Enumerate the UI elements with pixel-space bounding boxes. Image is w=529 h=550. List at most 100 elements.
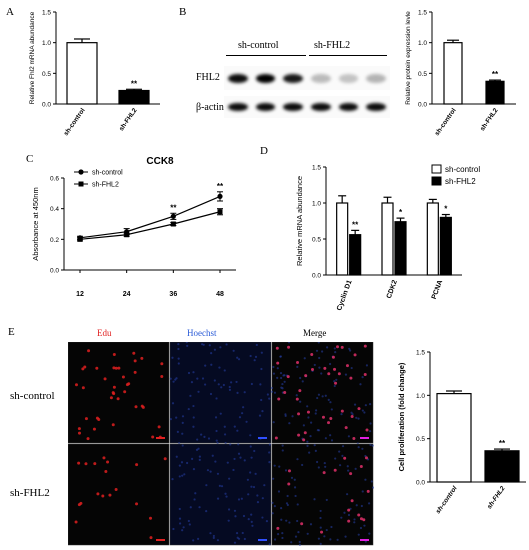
nucleus-dot (178, 475, 181, 478)
nucleus-dot (197, 390, 200, 393)
nucleus-dot (171, 356, 174, 359)
nucleus-dot (372, 486, 374, 489)
edu-dot (77, 427, 81, 431)
edu-dot (364, 456, 368, 460)
nucleus-dot (222, 383, 225, 387)
edu-dot (101, 494, 105, 498)
micrograph-tile (271, 342, 374, 444)
nucleus-dot (246, 478, 249, 481)
bar (439, 216, 452, 276)
data-point (170, 221, 176, 227)
edu-dot (77, 461, 81, 465)
nucleus-dot (296, 365, 299, 368)
nucleus-dot (265, 520, 269, 523)
nucleus-dot (319, 509, 322, 513)
nucleus-dot (359, 526, 363, 530)
nucleus-dot (205, 510, 208, 513)
edu-dot (304, 374, 308, 378)
nucleus-dot (330, 525, 333, 529)
edu-dot (336, 345, 340, 349)
legend-marker (78, 181, 84, 187)
nucleus-dot (323, 461, 326, 465)
nucleus-dot (228, 388, 232, 391)
nucleus-dot (207, 437, 211, 440)
nucleus-dot (260, 351, 263, 354)
nucleus-dot (233, 509, 237, 512)
nucleus-dot (323, 535, 326, 538)
chart-a-fhl2-mrna: 0.0 0.5 1.0 1.5 sh-control ** sh-FHL2 Relative … (29, 10, 160, 137)
nucleus-dot (314, 449, 317, 452)
nucleus-dot (369, 422, 372, 425)
edu-dot (334, 381, 338, 385)
nucleus-dot (321, 350, 324, 353)
edu-dot (306, 410, 310, 414)
nucleus-dot (233, 541, 237, 544)
nucleus-dot (347, 469, 350, 472)
nucleus-dot (258, 414, 262, 417)
nucleus-dot (228, 385, 231, 389)
nucleus-dot (205, 484, 208, 487)
panel-label-e: E (8, 326, 15, 338)
nucleus-dot (341, 445, 345, 448)
nucleus-dot (280, 518, 283, 521)
edu-dot (84, 417, 88, 421)
nucleus-dot (328, 362, 332, 366)
edu-dot (74, 383, 78, 387)
nucleus-dot (296, 458, 299, 461)
edu-dot (350, 415, 354, 419)
edu-dot (350, 499, 354, 503)
nucleus-dot (241, 412, 244, 415)
nucleus-dot (347, 435, 350, 438)
nucleus-dot (317, 537, 320, 540)
nucleus-dot (296, 503, 299, 506)
edu-dot (333, 468, 337, 472)
micrograph-tile (68, 342, 170, 444)
nucleus-dot (288, 521, 291, 524)
nucleus-dot (309, 434, 312, 438)
blot-group-line-control (226, 55, 306, 56)
nucleus-dot (273, 505, 276, 508)
nucleus-dot (219, 412, 222, 415)
nucleus-dot (286, 494, 289, 498)
micrograph-tile (169, 443, 272, 546)
nucleus-dot (291, 415, 294, 418)
edu-dot (276, 361, 280, 365)
edu-dot (157, 425, 161, 429)
edu-dot (321, 415, 325, 419)
bar (484, 450, 520, 483)
edu-dot (287, 345, 291, 349)
nucleus-dot (344, 535, 347, 538)
nucleus-dot (343, 511, 346, 514)
edu-dot (287, 469, 291, 473)
nucleus-dot (188, 523, 191, 526)
nucleus-dot (310, 421, 313, 424)
nucleus-dot (306, 444, 309, 447)
nucleus-dot (242, 514, 246, 518)
edu-dot (303, 431, 307, 435)
nucleus-dot (260, 367, 263, 371)
nucleus-dot (256, 494, 259, 497)
nucleus-dot (320, 372, 323, 375)
bar (426, 202, 439, 276)
nucleus-dot (324, 437, 327, 440)
nucleus-dot (281, 382, 284, 386)
edu-dot (133, 370, 137, 374)
scale-bar (258, 539, 267, 541)
nucleus-dot (181, 415, 185, 418)
nucleus-dot (195, 448, 199, 451)
nucleus-dot (340, 413, 343, 416)
x-tick-label: 24 (123, 291, 131, 298)
y-axis-label: Relative mRNA abundance (295, 176, 304, 266)
y-axis-label: Relative protein expression levle (405, 11, 412, 105)
nucleus-dot (336, 538, 339, 541)
nucleus-dot (369, 443, 372, 446)
edu-dot (117, 366, 121, 370)
nucleus-dot (329, 401, 332, 404)
nucleus-dot (236, 356, 239, 359)
nucleus-dot (307, 416, 310, 419)
nucleus-dot (196, 377, 199, 380)
nucleus-dot (227, 519, 230, 522)
blot-band (283, 103, 303, 111)
edu-dot (322, 471, 326, 475)
edu-dot (133, 359, 137, 363)
